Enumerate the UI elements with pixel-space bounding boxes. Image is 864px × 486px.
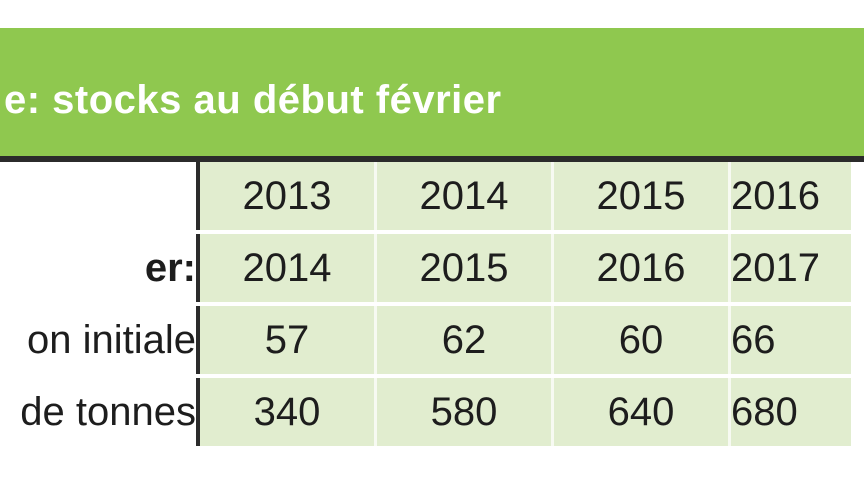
table-header-band — [0, 28, 864, 156]
table-cell: 580 — [374, 376, 553, 450]
stocks-table: 2013 2014 2015 2016 er: 2014 2015 2016 2… — [0, 162, 851, 450]
table-cell: 66 — [728, 304, 851, 378]
row-label: on initiale — [0, 304, 200, 378]
header-divider — [0, 156, 864, 162]
table-row: on initiale 57 62 60 66 — [0, 304, 851, 378]
table-cell: 640 — [551, 376, 730, 450]
table-cell: 2016 — [728, 162, 851, 234]
table-cell: 2015 — [551, 162, 730, 234]
table-cell: 62 — [374, 304, 553, 378]
row-label — [0, 162, 200, 234]
table-row: 2013 2014 2015 2016 — [0, 162, 851, 234]
table-cell: 2016 — [551, 232, 730, 306]
row-label: er: — [0, 232, 200, 306]
table-cell: 680 — [728, 376, 851, 450]
table-cell: 60 — [551, 304, 730, 378]
table-cell: 2014 — [374, 162, 553, 234]
table-row: er: 2014 2015 2016 2017 — [0, 232, 851, 306]
table-cell: 2015 — [374, 232, 553, 306]
table-cell: 57 — [196, 304, 376, 378]
table-title: e: stocks au début février — [4, 78, 502, 122]
row-label: de tonnes — [0, 376, 200, 450]
table-cell: 2013 — [196, 162, 376, 234]
table-cell: 2017 — [728, 232, 851, 306]
table-cell: 340 — [196, 376, 376, 450]
table-cell: 2014 — [196, 232, 376, 306]
table-row: de tonnes 340 580 640 680 — [0, 376, 851, 450]
